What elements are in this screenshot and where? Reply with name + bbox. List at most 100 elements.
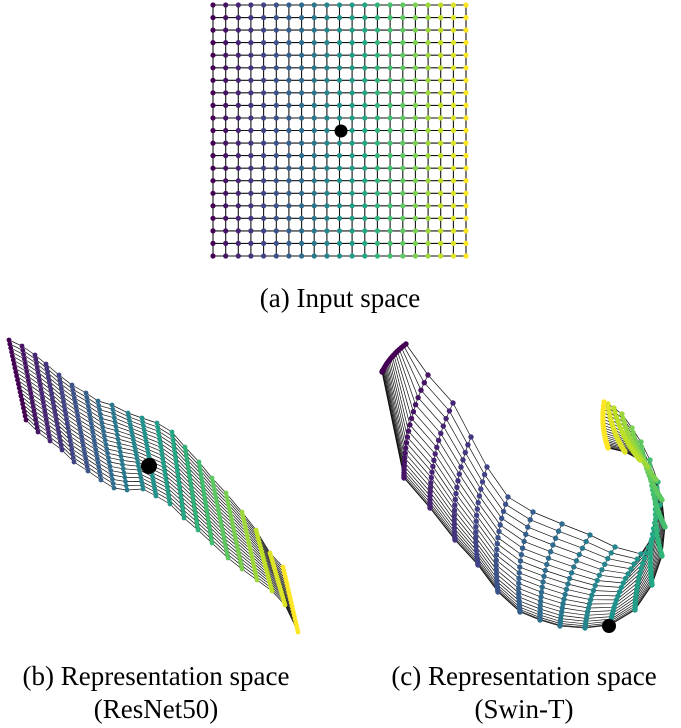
- grid-point: [425, 253, 431, 259]
- grid-point: [223, 27, 229, 33]
- grid-point: [109, 402, 115, 408]
- grid-point: [286, 203, 292, 209]
- grid-point: [84, 395, 90, 400]
- grid-point: [637, 457, 643, 463]
- grid-point: [460, 457, 466, 463]
- grid-point: [450, 203, 456, 209]
- grid-point: [475, 562, 481, 568]
- grid-point: [98, 411, 103, 417]
- grid-point: [476, 493, 483, 499]
- grid-point: [134, 456, 140, 461]
- grid-point: [235, 65, 241, 71]
- grid-point: [161, 465, 167, 470]
- grid-point: [223, 215, 229, 221]
- grid-point: [254, 577, 260, 583]
- grid-point: [110, 481, 116, 486]
- grid-point: [143, 439, 149, 444]
- grid-point: [205, 512, 210, 517]
- grid-point: [362, 240, 368, 246]
- grid-point: [120, 462, 125, 467]
- grid-point: [387, 40, 393, 46]
- grid-point: [412, 240, 418, 246]
- grid-point: [446, 408, 453, 414]
- grid-point: [226, 505, 232, 511]
- grid-point: [117, 445, 122, 450]
- grid-point: [428, 474, 434, 481]
- panel-swin-t-plot: [379, 341, 668, 633]
- grid-point: [21, 352, 26, 357]
- grid-point: [374, 228, 380, 234]
- grid-point: [137, 471, 143, 477]
- grid-point: [438, 65, 444, 71]
- grid-point: [349, 140, 355, 146]
- grid-point: [374, 77, 380, 83]
- grid-point: [58, 439, 63, 444]
- grid-point: [493, 552, 500, 558]
- grid-point: [286, 27, 292, 33]
- grid-point: [336, 153, 343, 159]
- grid-point: [311, 65, 317, 71]
- grid-point: [408, 415, 415, 422]
- grid-point: [40, 395, 45, 401]
- grid-point: [425, 140, 431, 146]
- grid-point: [123, 483, 129, 489]
- grid-point: [635, 579, 641, 586]
- grid-point: [91, 438, 97, 444]
- grid-point: [450, 178, 456, 184]
- grid-point: [248, 15, 254, 21]
- grid-point: [622, 449, 628, 455]
- grid-point: [438, 127, 444, 134]
- grid-point: [400, 15, 406, 21]
- grid-point: [299, 40, 305, 46]
- grid-point: [495, 589, 501, 595]
- grid-point: [450, 40, 456, 46]
- grid-point: [563, 586, 570, 592]
- grid-point: [648, 546, 654, 552]
- grid-point: [46, 434, 52, 440]
- grid-point: [299, 240, 305, 246]
- grid-point: [404, 434, 411, 440]
- grid-point: [248, 178, 254, 184]
- grid-point: [539, 584, 545, 590]
- grid-point: [638, 439, 644, 445]
- grid-point: [191, 498, 196, 504]
- grid-point: [412, 77, 418, 83]
- grid-point: [261, 115, 267, 121]
- grid-point: [450, 140, 456, 146]
- grid-point: [159, 449, 165, 454]
- grid-point: [215, 503, 221, 509]
- grid-point: [324, 15, 330, 21]
- grid-point: [405, 428, 412, 434]
- grid-point: [374, 203, 380, 209]
- grid-point: [66, 429, 72, 434]
- grid-point: [324, 190, 330, 196]
- grid-point: [542, 567, 548, 574]
- grid-point: [273, 40, 279, 46]
- grid-point: [538, 589, 545, 595]
- grid-point: [178, 494, 184, 499]
- grid-point: [63, 411, 69, 417]
- grid-point: [210, 15, 216, 21]
- grid-point: [185, 465, 191, 471]
- grid-point: [311, 77, 317, 83]
- grid-point: [418, 387, 424, 393]
- grid-point: [621, 420, 628, 426]
- grid-point: [182, 444, 188, 450]
- grid-point: [463, 127, 469, 134]
- grid-point: [594, 577, 600, 584]
- grid-point: [77, 425, 83, 431]
- grid-point: [349, 40, 355, 46]
- grid-point: [261, 140, 267, 146]
- grid-point: [231, 528, 237, 534]
- grid-point: [84, 464, 90, 470]
- grid-point: [324, 178, 330, 184]
- grid-point: [210, 215, 216, 221]
- grid-point: [210, 165, 216, 171]
- grid-point: [184, 457, 190, 462]
- grid-point: [349, 15, 355, 21]
- grid-point: [224, 494, 230, 500]
- grid-point: [324, 203, 330, 209]
- grid-point: [374, 140, 380, 146]
- grid-point: [170, 433, 176, 439]
- grid-point: [99, 420, 105, 426]
